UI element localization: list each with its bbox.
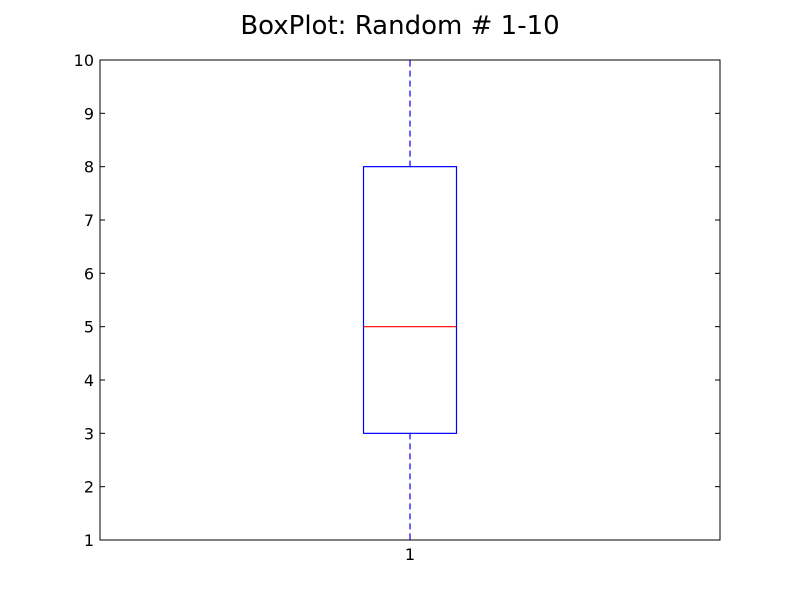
y-tick-label: 5	[84, 318, 94, 337]
y-tick-label: 9	[84, 104, 94, 123]
y-tick-label: 8	[84, 158, 94, 177]
y-axis: 1 2 3 4 5 6 7 8 9 10	[74, 51, 720, 550]
y-tick-label: 4	[84, 371, 94, 390]
y-tick-label: 3	[84, 424, 94, 443]
box-series	[362, 59, 458, 541]
chart-title: BoxPlot: Random # 1-10	[240, 11, 559, 41]
x-tick-label: 1	[405, 545, 415, 564]
iqr-box	[362, 166, 458, 434]
y-tick-label: 6	[84, 264, 94, 283]
y-tick-label: 2	[84, 478, 94, 497]
y-tick-label: 1	[84, 531, 94, 550]
y-tick-label: 7	[84, 211, 94, 230]
y-tick-label: 10	[74, 51, 94, 70]
box-item	[362, 59, 458, 541]
